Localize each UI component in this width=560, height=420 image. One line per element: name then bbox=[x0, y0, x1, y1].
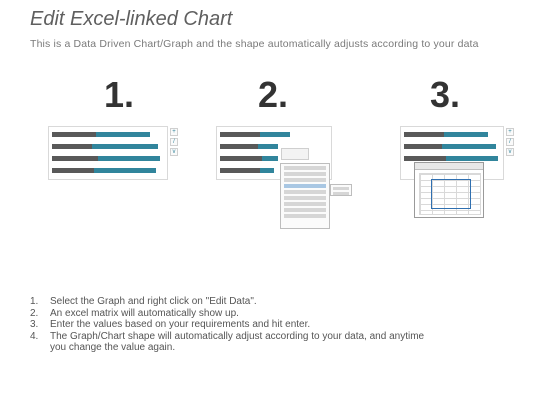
instruction-item: 4. The Graph/Chart shape will automatical… bbox=[30, 330, 425, 354]
chart-bar bbox=[404, 132, 488, 137]
context-submenu-item[interactable] bbox=[333, 192, 349, 195]
context-menu-item[interactable] bbox=[284, 214, 326, 218]
context-menu-item[interactable] bbox=[284, 172, 326, 176]
brush-icon[interactable]: / bbox=[506, 138, 514, 146]
excel-selection bbox=[431, 179, 471, 209]
instruction-item: 2. An excel matrix will automatically sho… bbox=[30, 307, 239, 319]
step-number-3: 3. bbox=[430, 74, 461, 115]
chart-bar bbox=[404, 144, 496, 149]
context-menu-item-edit-data[interactable] bbox=[284, 184, 326, 188]
mini-toolbar bbox=[281, 148, 309, 160]
excel-title-bar bbox=[415, 163, 483, 170]
context-menu-item[interactable] bbox=[284, 196, 326, 200]
chart-bar bbox=[52, 156, 160, 161]
chart-bar bbox=[220, 156, 278, 161]
chart-bar bbox=[220, 132, 290, 137]
instruction-item: 1. Select the Graph and right click on "E… bbox=[30, 296, 257, 307]
brush-icon[interactable]: / bbox=[170, 138, 178, 146]
chart-bar bbox=[52, 132, 150, 137]
filter-icon[interactable]: v bbox=[506, 148, 514, 156]
excel-data-window bbox=[414, 162, 484, 218]
chart-bar bbox=[220, 168, 274, 173]
context-menu-item[interactable] bbox=[284, 178, 326, 182]
step-number-2: 2. bbox=[258, 74, 289, 115]
instruction-list: 1. Select the Graph and right click on "E… bbox=[30, 296, 430, 354]
chart-bar bbox=[52, 144, 158, 149]
chart-side-tools: + / v bbox=[170, 128, 178, 156]
step-number-1: 1. bbox=[104, 74, 135, 115]
slide-title: Edit Excel-linked Chart bbox=[30, 8, 233, 30]
plus-icon[interactable]: + bbox=[170, 128, 178, 136]
slide-subtitle: This is a Data Driven Chart/Graph and th… bbox=[30, 38, 479, 50]
context-menu-item[interactable] bbox=[284, 166, 326, 170]
context-submenu-item[interactable] bbox=[333, 187, 349, 190]
filter-icon[interactable]: v bbox=[170, 148, 178, 156]
chart-side-tools: + / v bbox=[506, 128, 514, 156]
chart-bar bbox=[52, 168, 156, 173]
context-menu-item[interactable] bbox=[284, 208, 326, 212]
context-menu bbox=[280, 163, 330, 229]
context-menu-item[interactable] bbox=[284, 202, 326, 206]
context-submenu bbox=[330, 184, 352, 196]
chart-bar bbox=[404, 156, 498, 161]
context-menu-item[interactable] bbox=[284, 190, 326, 194]
chart-bar bbox=[220, 144, 278, 149]
instruction-item: 3. Enter the values based on your require… bbox=[30, 319, 311, 330]
plus-icon[interactable]: + bbox=[506, 128, 514, 136]
